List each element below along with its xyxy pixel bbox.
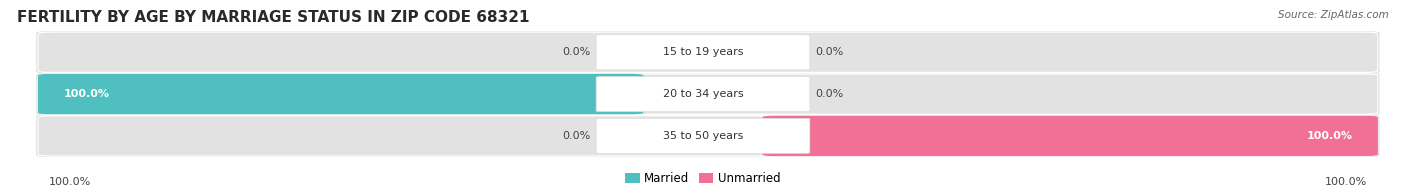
Text: 0.0%: 0.0% xyxy=(562,131,591,141)
FancyBboxPatch shape xyxy=(38,32,1378,73)
FancyBboxPatch shape xyxy=(596,77,810,112)
Text: 100.0%: 100.0% xyxy=(1324,177,1367,187)
FancyBboxPatch shape xyxy=(762,116,1378,156)
Text: 0.0%: 0.0% xyxy=(815,47,844,57)
FancyBboxPatch shape xyxy=(37,73,1379,115)
FancyBboxPatch shape xyxy=(38,74,1378,114)
Text: 15 to 19 years: 15 to 19 years xyxy=(662,47,744,57)
Legend: Married, Unmarried: Married, Unmarried xyxy=(620,168,786,190)
Text: 100.0%: 100.0% xyxy=(63,89,110,99)
FancyBboxPatch shape xyxy=(37,31,1379,73)
Text: Source: ZipAtlas.com: Source: ZipAtlas.com xyxy=(1278,10,1389,20)
FancyBboxPatch shape xyxy=(38,74,644,114)
FancyBboxPatch shape xyxy=(596,118,810,153)
Text: 0.0%: 0.0% xyxy=(562,47,591,57)
FancyBboxPatch shape xyxy=(596,35,810,70)
FancyBboxPatch shape xyxy=(38,116,1378,156)
Text: 35 to 50 years: 35 to 50 years xyxy=(662,131,744,141)
Text: 100.0%: 100.0% xyxy=(49,177,91,187)
FancyBboxPatch shape xyxy=(37,115,1379,157)
Text: 20 to 34 years: 20 to 34 years xyxy=(662,89,744,99)
Text: 0.0%: 0.0% xyxy=(815,89,844,99)
Text: FERTILITY BY AGE BY MARRIAGE STATUS IN ZIP CODE 68321: FERTILITY BY AGE BY MARRIAGE STATUS IN Z… xyxy=(17,10,530,25)
Text: 100.0%: 100.0% xyxy=(1306,131,1353,141)
